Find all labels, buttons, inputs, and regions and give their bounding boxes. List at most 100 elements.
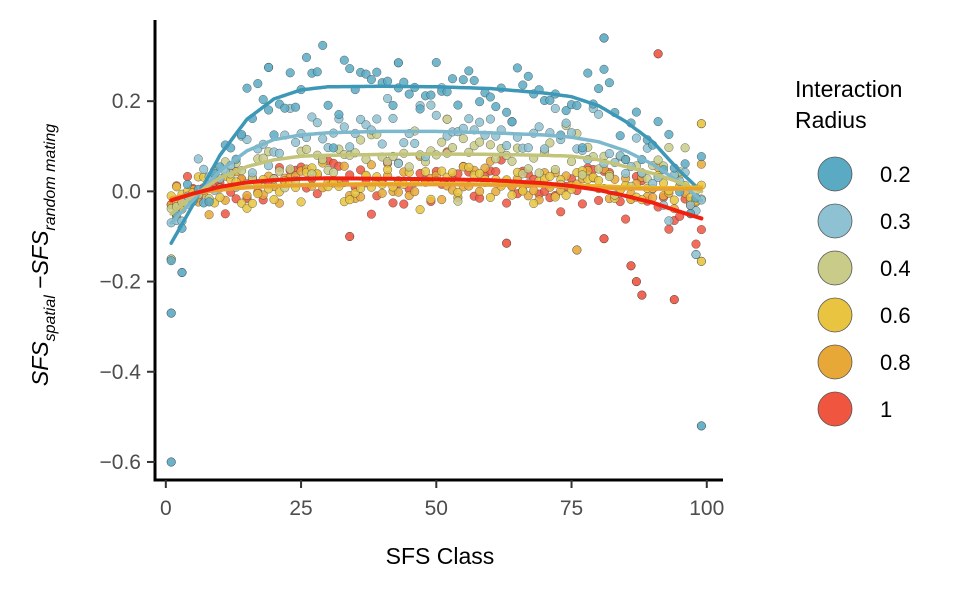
- legend-item-0.8: 0.8: [817, 344, 911, 380]
- data-point: [410, 138, 420, 148]
- data-point: [453, 100, 463, 110]
- data-point: [318, 40, 328, 50]
- data-point: [399, 199, 409, 209]
- data-point: [475, 186, 485, 196]
- data-point: [621, 168, 631, 179]
- data-point: [615, 131, 625, 141]
- legend-swatch: [817, 297, 853, 333]
- data-point: [604, 149, 614, 159]
- data-point: [393, 158, 403, 169]
- data-point: [583, 68, 593, 78]
- data-point: [550, 103, 560, 114]
- x-tick-label: 50: [425, 497, 448, 520]
- y-tick-label: −0.4: [100, 361, 142, 384]
- data-point: [415, 205, 425, 215]
- legend-title-line2: Radius: [795, 107, 867, 133]
- legend-item-0.4: 0.4: [817, 250, 911, 286]
- data-point-outlier: [631, 277, 641, 287]
- data-point: [220, 209, 230, 219]
- data-point: [485, 192, 495, 202]
- data-point: [691, 239, 701, 249]
- data-point: [291, 137, 301, 147]
- data-point: [339, 55, 349, 65]
- data-point: [366, 160, 376, 170]
- data-point: [577, 199, 587, 209]
- data-point: [172, 182, 182, 192]
- data-point: [550, 192, 560, 202]
- y-title-base2: SFS: [27, 230, 53, 275]
- data-point: [621, 214, 631, 224]
- points-layer: [166, 33, 706, 467]
- smooth-curve-1: [169, 176, 704, 221]
- data-point: [410, 187, 420, 197]
- data-point: [664, 224, 674, 234]
- data-point: [545, 95, 555, 105]
- y-tick-label: 0.2: [112, 90, 141, 113]
- data-point: [242, 83, 252, 93]
- data-point: [485, 114, 495, 124]
- data-point: [388, 113, 398, 123]
- data-point: [426, 90, 436, 100]
- data-point: [491, 186, 501, 197]
- data-point: [296, 197, 306, 207]
- data-point: [356, 114, 366, 124]
- data-point: [464, 114, 474, 124]
- data-point: [431, 110, 441, 120]
- data-point: [475, 97, 485, 107]
- legend-title-line1: Interaction: [795, 76, 902, 102]
- data-point: [475, 137, 485, 147]
- smooth-curve-0.3: [169, 129, 704, 225]
- data-point: [377, 139, 387, 149]
- data-point: [377, 188, 387, 198]
- data-point: [534, 168, 544, 178]
- data-point: [307, 112, 317, 122]
- data-point: [680, 143, 690, 153]
- data-point: [253, 79, 263, 89]
- data-point: [274, 148, 284, 158]
- data-point: [512, 63, 522, 73]
- y-title-operator: −: [27, 275, 53, 295]
- data-point: [247, 198, 257, 208]
- data-point: [507, 117, 517, 127]
- data-point-outlier: [626, 261, 636, 271]
- data-point: [594, 175, 604, 186]
- data-point: [523, 164, 533, 174]
- data-point: [507, 190, 517, 200]
- data-point: [523, 71, 533, 81]
- data-point: [577, 170, 587, 180]
- x-axis-ticks: 0 25 50 75 100: [160, 480, 724, 520]
- data-point: [166, 256, 176, 266]
- data-point: [507, 156, 517, 166]
- data-point: [631, 107, 641, 117]
- data-point: [621, 155, 631, 165]
- data-point: [383, 76, 393, 86]
- legend-swatch: [817, 203, 853, 239]
- data-point: [518, 80, 528, 90]
- data-point: [561, 190, 571, 200]
- legend-label: 0.6: [880, 303, 911, 328]
- legend-item-0.2: 0.2: [817, 156, 911, 192]
- data-point: [356, 135, 366, 145]
- legend-label: 0.8: [880, 350, 911, 375]
- data-point: [328, 167, 339, 177]
- data-point: [366, 209, 376, 219]
- data-point: [312, 189, 322, 199]
- data-point: [572, 100, 582, 111]
- data-point: [529, 186, 539, 196]
- y-tick-label: −0.2: [100, 271, 141, 294]
- data-point: [475, 117, 485, 127]
- data-point: [339, 122, 349, 132]
- data-point-outlier: [696, 119, 706, 129]
- data-point: [388, 198, 398, 208]
- data-point-outlier: [599, 234, 609, 244]
- legend-items: 0.2 0.3 0.4 0.6 0.8 1: [817, 156, 911, 427]
- data-point: [204, 197, 214, 207]
- data-point: [550, 164, 560, 175]
- data-point: [523, 143, 533, 153]
- data-point: [345, 64, 355, 74]
- data-point: [345, 195, 355, 205]
- data-point: [258, 94, 268, 105]
- data-point: [285, 164, 295, 174]
- data-point: [556, 207, 566, 217]
- data-point: [301, 144, 312, 154]
